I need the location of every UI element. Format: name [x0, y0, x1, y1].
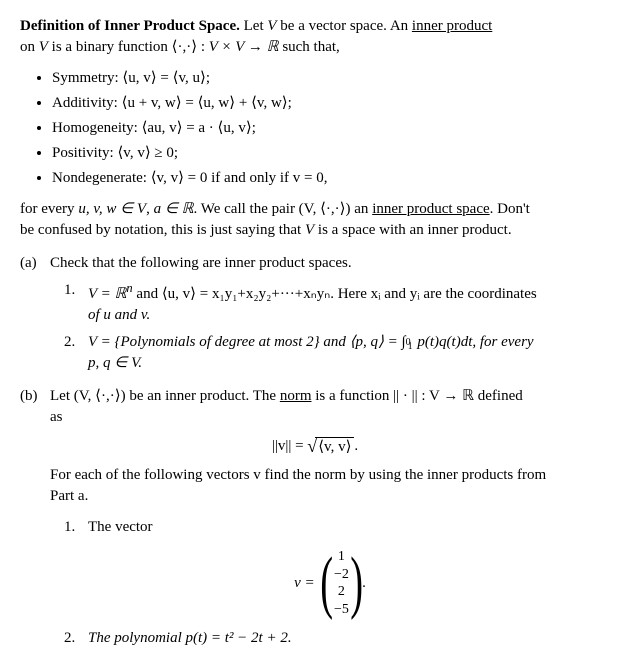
text: The polynomial p(t) = t² − 2t + 2.	[88, 628, 610, 649]
part-a-item-2: 2. V = {Polynomials of degree at most 2}…	[64, 332, 610, 374]
integral-upper: 1	[408, 340, 413, 354]
term-norm: norm	[280, 388, 312, 404]
vec-entry: −5	[334, 601, 349, 619]
sqrt-icon: √ ⟨v, v⟩	[307, 437, 354, 456]
text: be confused by notation, this is just sa…	[20, 222, 305, 238]
part-a-text: Check that the following are inner produ…	[50, 253, 610, 274]
vector-lhs: v =	[294, 573, 315, 594]
label: Additivity:	[52, 95, 122, 111]
text: u, v, w ∈ V	[78, 201, 146, 217]
symbol-V: V	[305, 222, 314, 238]
label: 2.	[64, 628, 82, 649]
part-b-item-1: 1. The vector	[64, 517, 610, 538]
radicand: ⟨v, v⟩	[315, 437, 354, 456]
label: 1.	[64, 517, 82, 538]
property-positivity: Positivity: ⟨v, v⟩ ≥ 0;	[52, 143, 610, 164]
term-inner-product: inner product	[412, 18, 492, 34]
label: Homogeneity:	[52, 120, 142, 136]
text: such that,	[279, 39, 340, 55]
norm-lhs: ||v|| =	[272, 438, 307, 454]
equation: ⟨au, v⟩ = a · ⟨u, v⟩;	[142, 120, 256, 136]
symbol-V: V	[267, 18, 276, 34]
label: Positivity:	[52, 145, 117, 161]
text: Part a.	[50, 488, 88, 504]
text: V = ℝn and ⟨u, v⟩ = x₁y₁+x₂y₂+···+xₙyₙ. …	[88, 280, 610, 326]
part-a: (a) Check that the following are inner p…	[20, 253, 610, 274]
text: as	[50, 409, 63, 425]
text: a ∈ ℝ	[154, 201, 194, 217]
vec-entry: 1	[338, 548, 345, 566]
text: .	[354, 438, 358, 454]
text: V = ℝ	[88, 286, 126, 302]
definition-closing: for every u, v, w ∈ V, a ∈ ℝ. We call th…	[20, 199, 610, 241]
text: is a space with an inner product.	[314, 222, 511, 238]
equation: ⟨v, v⟩ ≥ 0;	[117, 145, 178, 161]
part-a-label: (a)	[20, 253, 44, 274]
text: V = {Polynomials of degree at most 2} an…	[88, 332, 610, 374]
vec-entry: −2	[334, 566, 349, 584]
vector-column: 1 −2 2 −5	[332, 546, 351, 620]
text: is a binary function ⟨·,·⟩ :	[48, 39, 209, 55]
text: on	[20, 39, 39, 55]
part-a-item-1: 1. V = ℝn and ⟨u, v⟩ = x₁y₁+x₂y₂+···+xₙy…	[64, 280, 610, 326]
definition-title: Definition of Inner Product Space.	[20, 18, 240, 34]
text: for every	[20, 201, 78, 217]
text: Let (V, ⟨·,·⟩) be an inner product. The	[50, 388, 280, 404]
part-b: (b) Let (V, ⟨·,·⟩) be an inner product. …	[20, 386, 610, 428]
property-symmetry: Symmetry: ⟨u, v⟩ = ⟨v, u⟩;	[52, 68, 610, 89]
equation: ⟨v, v⟩ = 0 if and only if v = 0,	[151, 170, 328, 186]
text: V × V → ℝ	[209, 39, 279, 55]
left-paren-icon: (	[320, 548, 333, 618]
norm-equation: ||v|| = √ ⟨v, v⟩ .	[20, 436, 610, 457]
term-inner-product-space: inner product space	[372, 201, 489, 217]
text: p, q ∈ V.	[88, 355, 142, 371]
text: and ⟨u, v⟩ = x₁y₁+x₂y₂+···+xₙyₙ. Here xᵢ…	[133, 286, 537, 302]
label: Symmetry:	[52, 70, 122, 86]
label: Nondegenerate:	[52, 170, 151, 186]
text: ,	[146, 201, 154, 217]
text: is a function || · || : V → ℝ defined	[312, 388, 523, 404]
text: V = {Polynomials of degree at most 2} an…	[88, 334, 406, 350]
part-b-label: (b)	[20, 386, 44, 428]
text: For each of the following vectors v find…	[50, 467, 546, 483]
text: Let	[240, 18, 268, 34]
symbol-V: V	[39, 39, 48, 55]
right-paren-icon: )	[350, 548, 363, 618]
equation: ⟨u, v⟩ = ⟨v, u⟩;	[122, 70, 210, 86]
property-nondegenerate: Nondegenerate: ⟨v, v⟩ = 0 if and only if…	[52, 168, 610, 189]
label: 2.	[64, 332, 82, 374]
equation: ⟨u + v, w⟩ = ⟨u, w⟩ + ⟨v, w⟩;	[122, 95, 292, 111]
part-b-text: Let (V, ⟨·,·⟩) be an inner product. The …	[50, 386, 610, 428]
text: p(t)q(t)dt, for every	[414, 334, 534, 350]
part-b-instructions: For each of the following vectors v find…	[50, 465, 610, 507]
part-b-item-2: 2. The polynomial p(t) = t² − 2t + 2.	[64, 628, 610, 649]
text: . We call the pair (V, ⟨·,·⟩) an	[194, 201, 373, 217]
text: The vector	[88, 517, 610, 538]
vec-entry: 2	[338, 583, 345, 601]
text: be a vector space. An	[277, 18, 412, 34]
text: of u and v.	[88, 307, 150, 323]
text: . Don't	[490, 201, 530, 217]
label: 1.	[64, 280, 82, 326]
property-homogeneity: Homogeneity: ⟨au, v⟩ = a · ⟨u, v⟩;	[52, 118, 610, 139]
property-additivity: Additivity: ⟨u + v, w⟩ = ⟨u, w⟩ + ⟨v, w⟩…	[52, 93, 610, 114]
vector-equation: v = ( 1 −2 2 −5 ) .	[50, 546, 610, 620]
property-list: Symmetry: ⟨u, v⟩ = ⟨v, u⟩; Additivity: ⟨…	[20, 68, 610, 189]
definition-heading: Definition of Inner Product Space. Let V…	[20, 16, 610, 58]
